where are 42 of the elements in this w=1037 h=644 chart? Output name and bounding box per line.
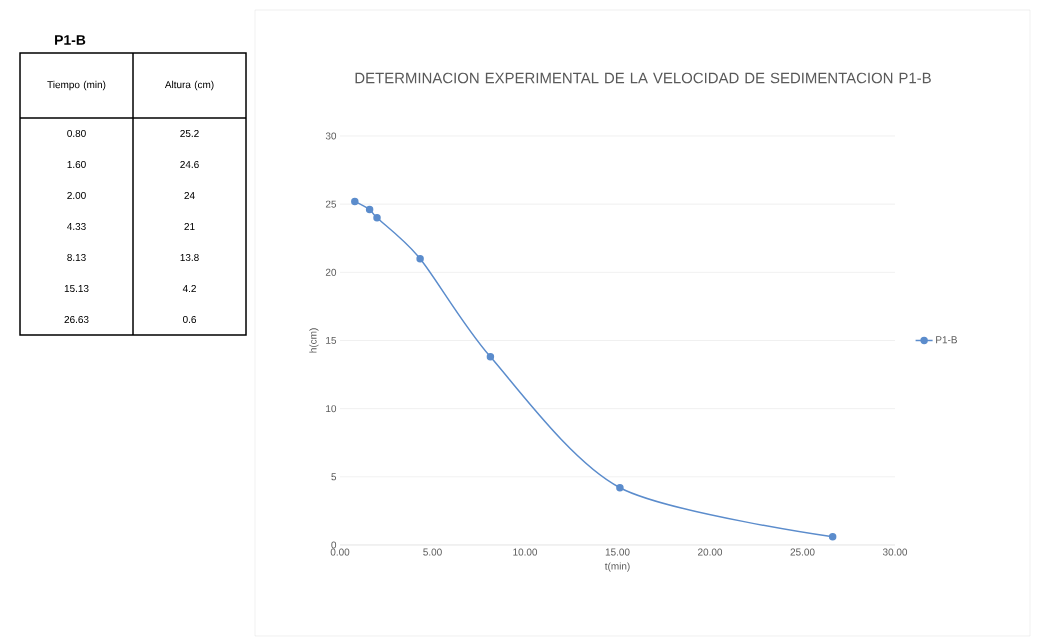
text: 1.60 [67, 160, 86, 169]
text: 2.00 [67, 191, 86, 200]
text: 21 [184, 223, 195, 230]
text: 8.13 [67, 253, 86, 262]
text: 15.13 [64, 284, 89, 293]
point [373, 214, 381, 222]
text: Altura (cm) [164, 80, 214, 91]
text: 24 [184, 192, 195, 199]
y-tick-label: 30 [325, 132, 337, 140]
text: 0.80 [67, 129, 86, 138]
text: 24.6 [180, 160, 199, 169]
text: P1-B [55, 35, 86, 45]
point [828, 533, 837, 541]
x-tick-label: 5.00 [423, 548, 442, 556]
text: Tiempo (min) [47, 80, 106, 91]
y-tick-label: 5 [331, 473, 337, 481]
x-tick-label: 20.00 [698, 548, 723, 556]
point [486, 353, 495, 361]
y-tick-label: 20 [325, 268, 337, 276]
point [616, 483, 624, 492]
y-axis-title: h(cm) [309, 328, 319, 353]
text: 4.2 [182, 285, 196, 292]
text: 4.33 [67, 222, 86, 231]
text: 25.2 [180, 129, 199, 138]
x-tick-label: 10.00 [513, 548, 538, 556]
legend-label: P1-B [936, 336, 957, 344]
text: 26.63 [64, 315, 89, 324]
x-tick-label: 25.00 [790, 548, 815, 556]
x-tick-label: 30.00 [882, 548, 908, 556]
y-tick-label: 10 [326, 405, 337, 413]
point [351, 197, 359, 206]
x-axis-title: t(min) [604, 562, 630, 572]
point [365, 205, 374, 214]
text: 0.6 [182, 315, 196, 324]
y-tick-label: 0 [331, 541, 337, 549]
x-tick-label: 0.00 [330, 548, 350, 556]
text: 13.8 [180, 253, 199, 262]
x-tick-label: 15.00 [605, 548, 630, 556]
y-tick-label: 25 [325, 200, 337, 208]
y-tick-label: 15 [326, 337, 337, 344]
point [416, 254, 424, 263]
chart-title: DETERMINACION EXPERIMENTAL DE LA VELOCIDAD DE SEDIMENTACION P1-B [355, 72, 931, 84]
